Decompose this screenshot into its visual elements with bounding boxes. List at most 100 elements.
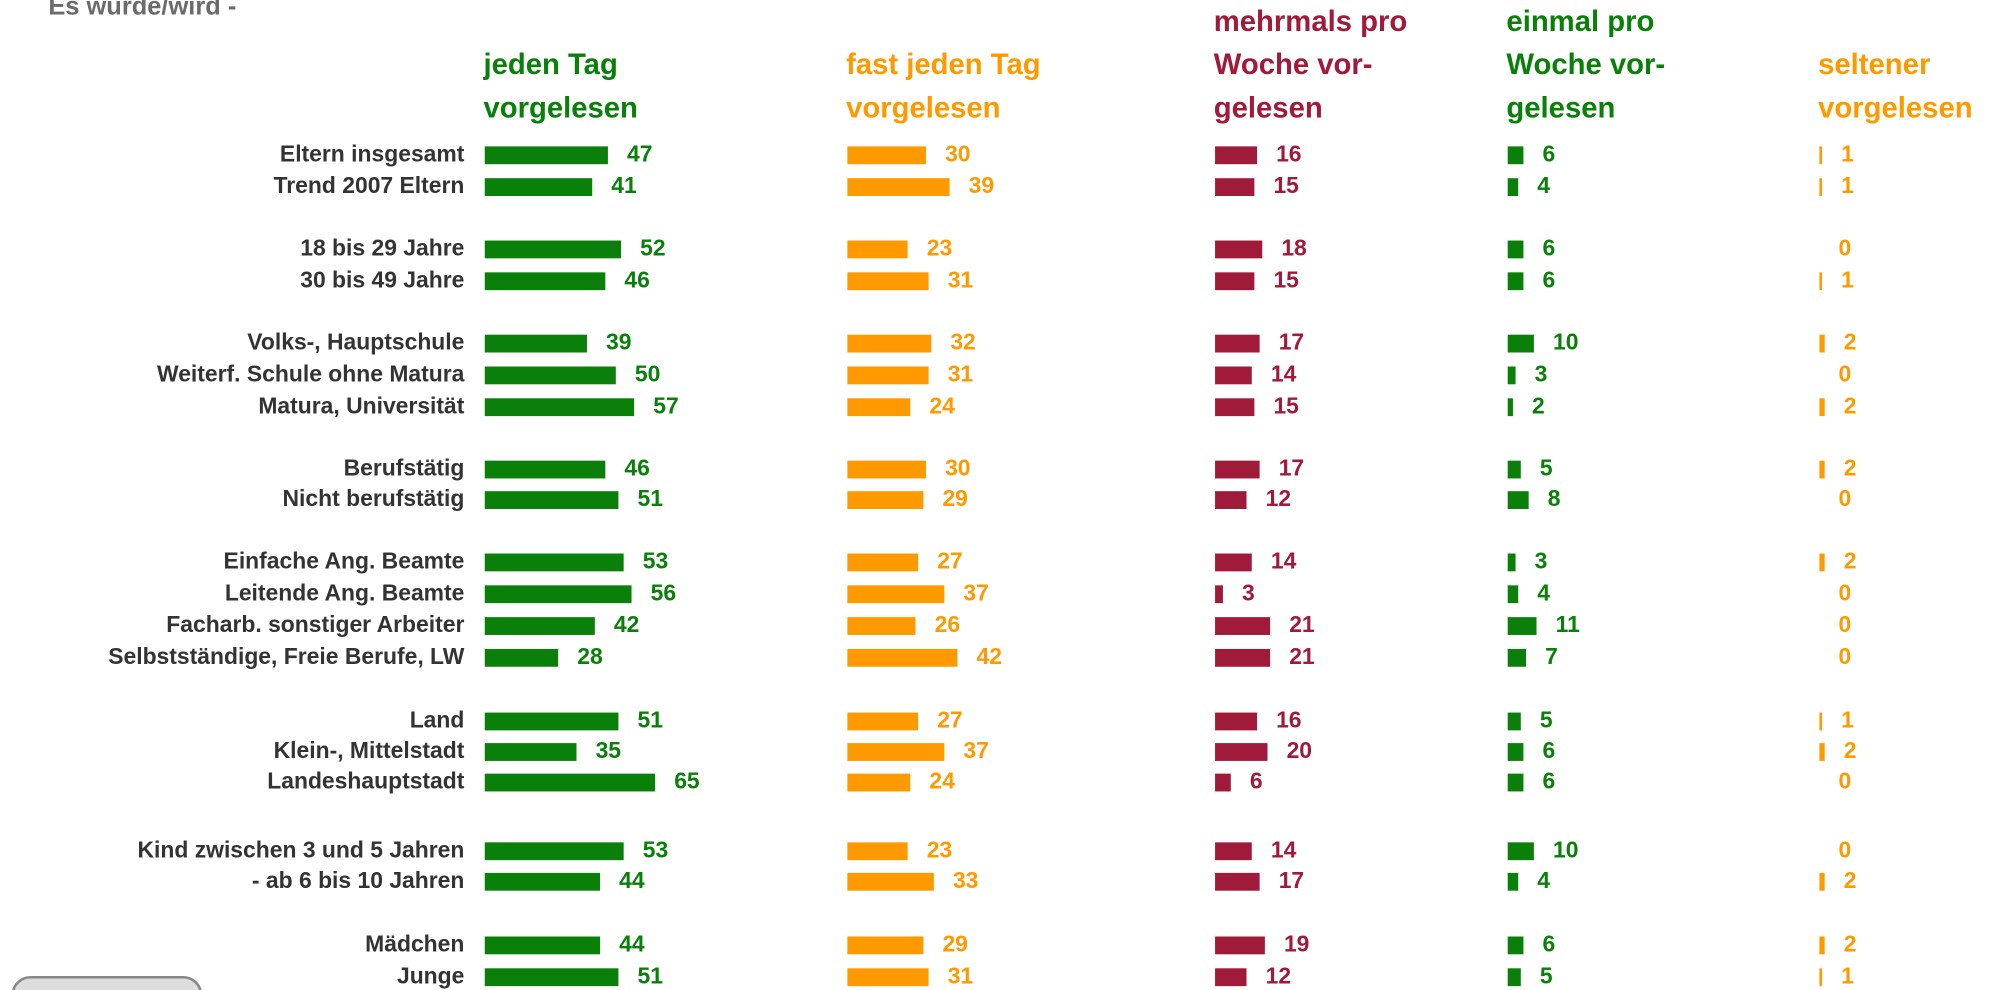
bar: [1507, 146, 1524, 165]
bar: [484, 968, 619, 987]
category-label: - ab 6 bis 10 Jahren: [252, 867, 464, 893]
value-label: 6: [1543, 930, 1556, 956]
category-label: 18 bis 29 Jahre: [300, 234, 464, 260]
bar: [1507, 617, 1537, 635]
value-label: 11: [1556, 611, 1580, 637]
bar: [847, 585, 945, 604]
value-label: 20: [1287, 737, 1312, 763]
bar: [1215, 240, 1263, 259]
value-label: 6: [1543, 140, 1556, 166]
value-label: 17: [1279, 867, 1304, 893]
category-label: Weiterf. Schule ohne Matura: [157, 360, 465, 386]
value-label: 0: [1839, 836, 1852, 862]
bar: [484, 585, 632, 604]
value-label: 0: [1839, 643, 1852, 669]
bar: [1819, 272, 1823, 291]
value-label: 51: [638, 485, 664, 511]
bar: [484, 553, 624, 572]
value-label: 29: [942, 930, 967, 956]
value-label: 2: [1844, 737, 1857, 763]
value-label: 56: [651, 579, 676, 605]
value-label: 1: [1841, 266, 1854, 292]
value-label: 46: [624, 455, 649, 481]
series-header: fast jeden Tag vorgelesen: [846, 49, 1041, 124]
series-header: einmal pro Woche vor-gelesen: [1506, 6, 1665, 125]
value-label: 23: [927, 836, 952, 862]
value-label: 33: [953, 867, 978, 893]
bar: [1819, 712, 1823, 731]
bar: [1215, 842, 1252, 861]
value-label: 21: [1289, 643, 1315, 669]
value-label: 51: [638, 962, 664, 988]
value-label: 6: [1250, 768, 1263, 794]
bar: [484, 617, 595, 635]
bar: [1215, 617, 1271, 635]
value-label: 57: [653, 392, 678, 418]
bar: [847, 272, 929, 291]
bar: [484, 773, 656, 792]
value-label: 4: [1537, 579, 1550, 605]
category-label: Volks-, Hauptschule: [247, 329, 464, 355]
value-label: 27: [937, 547, 962, 573]
bar: [1819, 398, 1825, 417]
value-label: 26: [935, 611, 960, 637]
bar: [1215, 398, 1255, 417]
bar: [1215, 460, 1260, 479]
value-label: 4: [1537, 867, 1550, 893]
value-label: 39: [969, 172, 994, 198]
value-label: 52: [640, 234, 665, 260]
series-header: mehrmals pro Woche vor-gelesen: [1214, 6, 1407, 125]
bar: [1507, 872, 1519, 891]
value-label: 42: [977, 643, 1002, 669]
bar: [1819, 936, 1825, 955]
value-label: 44: [619, 930, 645, 956]
value-label: 31: [948, 360, 974, 386]
category-label: Leitende Ang. Beamte: [225, 579, 465, 605]
value-label: 24: [929, 392, 955, 418]
bar: [847, 648, 958, 667]
value-label: 17: [1279, 455, 1304, 481]
value-label: 29: [942, 485, 967, 511]
category-label: Einfache Ang. Beamte: [224, 547, 465, 573]
value-label: 15: [1273, 172, 1299, 198]
bar: [1507, 240, 1524, 259]
value-label: 0: [1839, 485, 1852, 511]
value-label: 0: [1839, 768, 1852, 794]
bar: [1507, 334, 1534, 353]
value-label: 1: [1841, 140, 1854, 166]
bar: [1215, 178, 1255, 197]
category-label: 30 bis 49 Jahre: [300, 266, 464, 292]
value-label: 1: [1841, 962, 1854, 988]
value-label: 27: [937, 707, 962, 733]
bar: [484, 334, 587, 353]
bar: [847, 334, 932, 353]
bar: [1819, 553, 1825, 572]
value-label: 32: [950, 329, 975, 355]
bar: [484, 366, 616, 385]
value-label: 12: [1266, 962, 1291, 988]
bar: [484, 491, 619, 509]
bar: [484, 872, 601, 891]
bar: [1819, 178, 1823, 197]
category-label: Mädchen: [365, 930, 464, 956]
bar: [1507, 968, 1521, 987]
bar: [847, 872, 934, 891]
value-label: 15: [1273, 266, 1299, 292]
bar: [847, 178, 950, 197]
bar: [484, 842, 624, 861]
value-label: 2: [1532, 392, 1545, 418]
bar: [1819, 743, 1825, 761]
value-label: 14: [1271, 836, 1297, 862]
value-label: 0: [1839, 360, 1852, 386]
bar: [1507, 585, 1519, 604]
bar: [1215, 968, 1247, 987]
category-label: Land: [410, 707, 465, 733]
series-header: jeden Tag vorgelesen: [482, 49, 637, 124]
value-label: 47: [627, 140, 652, 166]
value-label: 28: [577, 643, 603, 669]
bar: [1215, 936, 1265, 955]
bar: [1507, 460, 1521, 479]
bar: [1215, 872, 1260, 891]
value-label: 16: [1276, 707, 1301, 733]
value-label: 5: [1540, 455, 1553, 481]
